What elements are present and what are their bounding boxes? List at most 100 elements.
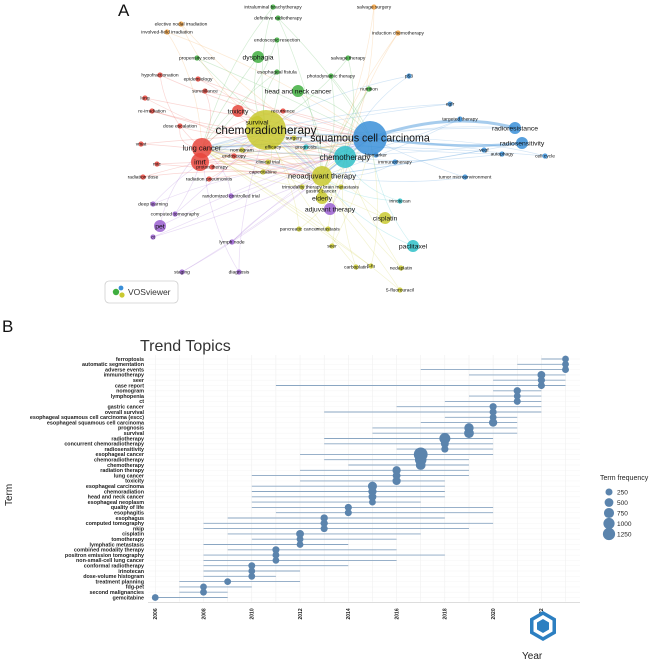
term-row: ct bbox=[139, 397, 580, 405]
term-row: case report bbox=[115, 381, 580, 389]
term-row: seer bbox=[133, 376, 580, 384]
term-label: conformal radiotherapy bbox=[84, 564, 144, 570]
network-node-label: irinotecan bbox=[389, 199, 410, 205]
x-tick-label: 2010 bbox=[250, 608, 256, 619]
network-node bbox=[150, 234, 156, 240]
legend-swatch bbox=[602, 527, 616, 541]
term-median-point bbox=[344, 509, 352, 517]
network-node-label: induction chemotherapy bbox=[372, 31, 424, 37]
network-node bbox=[407, 240, 419, 252]
network-node bbox=[509, 122, 521, 134]
network-node bbox=[457, 116, 463, 122]
term-row: nkip bbox=[133, 525, 580, 532]
network-node bbox=[462, 174, 468, 180]
network-node-label: vmat bbox=[136, 142, 147, 148]
term-label: dose-volume histogram bbox=[83, 574, 144, 580]
network-node-label: surgery bbox=[286, 136, 303, 142]
network-node-label: recurrence bbox=[271, 109, 295, 115]
term-row: dose-volume histogram bbox=[83, 572, 580, 580]
network-node bbox=[329, 243, 335, 249]
network-node bbox=[140, 174, 146, 180]
term-median-point bbox=[248, 567, 256, 575]
term-label: lung cancer bbox=[114, 473, 145, 479]
term-label: non-small-cell lung cancer bbox=[76, 558, 145, 564]
network-node bbox=[177, 123, 183, 129]
x-tick-label: 2008 bbox=[201, 608, 207, 619]
term-median-point bbox=[344, 503, 352, 511]
network-node-label: pet bbox=[155, 223, 165, 230]
term-median-point bbox=[441, 445, 449, 453]
network-node-label: re-irradiation bbox=[138, 109, 166, 115]
term-median-point bbox=[562, 366, 569, 374]
term-row: ferroptosis bbox=[116, 355, 580, 363]
network-node bbox=[232, 105, 244, 117]
term-median-point bbox=[296, 535, 304, 543]
term-label: radiosensitivity bbox=[104, 447, 144, 453]
network-node-label: vegf bbox=[479, 148, 489, 154]
x-tick-label: 2012 bbox=[298, 608, 304, 619]
legend-swatch bbox=[603, 517, 615, 530]
network-node bbox=[231, 153, 237, 159]
term-median-point bbox=[392, 476, 401, 486]
network-node-label: nedaplatin bbox=[390, 266, 413, 272]
x-tick-label: 2014 bbox=[346, 608, 352, 619]
term-label: concurrent chemoradiotherapy bbox=[64, 442, 144, 448]
chart-x-ticks: 200620082010201220142016201820202022 bbox=[148, 602, 580, 620]
network-node-label: radiosensitivity bbox=[500, 140, 545, 147]
term-median-point bbox=[562, 355, 569, 363]
network-node-label: imrt bbox=[194, 159, 206, 166]
term-row: non-small-cell lung cancer bbox=[76, 557, 580, 564]
term-label: case report bbox=[115, 383, 144, 389]
network-node-label: seer bbox=[327, 244, 337, 250]
term-label: tomotherapy bbox=[111, 537, 144, 543]
chart-title: Trend Topics bbox=[140, 338, 231, 355]
legend-title: Term frequency bbox=[600, 475, 649, 482]
term-label: esophagus bbox=[116, 516, 144, 522]
network-node bbox=[178, 21, 184, 27]
term-median-point bbox=[296, 541, 304, 548]
term-row: radiation therapy bbox=[100, 466, 580, 475]
network-node bbox=[406, 73, 412, 79]
term-label: esophageal cancer bbox=[95, 452, 144, 458]
vosviewer-logo-icon bbox=[112, 285, 125, 298]
chart-gridlines bbox=[154, 355, 566, 602]
network-node-label: 5-fluorouracil bbox=[386, 288, 414, 294]
network-node bbox=[328, 73, 334, 79]
term-label: nkip bbox=[133, 526, 145, 532]
term-label: fdg-pet bbox=[126, 585, 144, 591]
term-row: chemotherapy bbox=[107, 460, 580, 470]
network-node bbox=[395, 30, 401, 36]
term-label: radiation therapy bbox=[100, 468, 144, 474]
network-node bbox=[209, 164, 215, 170]
network-node-label: elective nodal irradiation bbox=[155, 22, 208, 28]
network-node-label: mtc bbox=[153, 162, 161, 168]
network-node-label: clinical trial bbox=[256, 160, 280, 166]
network-node bbox=[345, 55, 351, 61]
network-node bbox=[353, 121, 387, 155]
term-row: prognosis bbox=[118, 423, 580, 433]
term-row: lymphopenia bbox=[111, 392, 580, 400]
y-axis-title: Term bbox=[4, 484, 15, 506]
network-node bbox=[280, 108, 286, 114]
network-node bbox=[239, 147, 245, 153]
network-node bbox=[542, 153, 548, 159]
network-node bbox=[202, 88, 208, 94]
network-node-label: endoscopy bbox=[222, 154, 246, 160]
network-node bbox=[481, 147, 487, 153]
term-median-point bbox=[440, 439, 449, 448]
term-row: chemoradiotherapy bbox=[94, 453, 580, 466]
network-node bbox=[252, 51, 264, 63]
term-median-point bbox=[369, 498, 376, 506]
legend-label: 250 bbox=[617, 489, 628, 496]
x-axis-title: Year bbox=[522, 651, 543, 662]
network-node bbox=[192, 138, 212, 158]
network-node bbox=[149, 108, 155, 114]
network-node bbox=[373, 152, 379, 158]
network-node-label: definitive radiotherapy bbox=[254, 16, 302, 22]
network-node-label: metastasis bbox=[316, 227, 340, 233]
x-tick-label: 2018 bbox=[443, 608, 449, 619]
term-row: esophageal carcinoma bbox=[86, 481, 580, 491]
term-median-point bbox=[296, 529, 304, 538]
network-node bbox=[274, 69, 280, 75]
